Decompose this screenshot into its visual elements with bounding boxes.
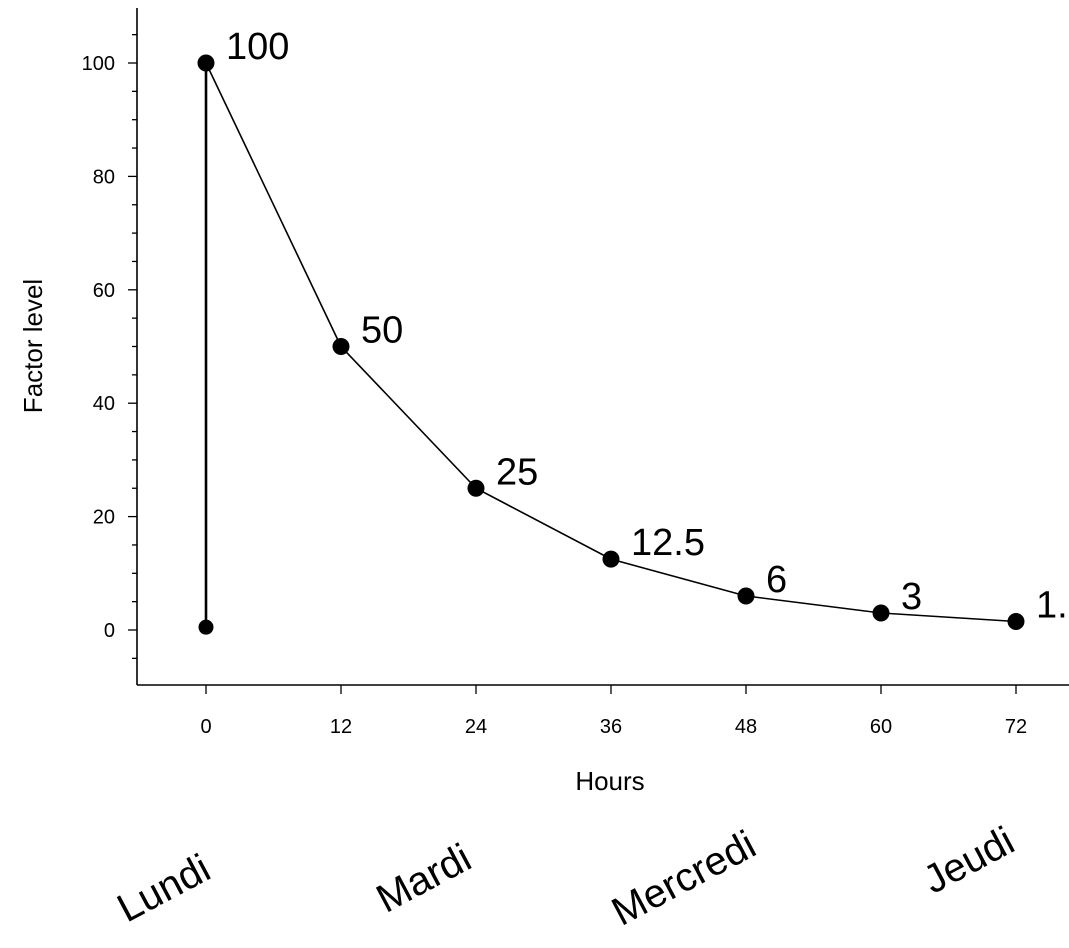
day-labels: Lundi Mardi Mercredi Jeudi [110, 819, 1021, 935]
y-tick-label: 20 [93, 507, 115, 529]
x-tick-label: 12 [330, 716, 352, 738]
data-point [467, 479, 485, 497]
x-axis-ticks: 0 12 24 36 48 60 72 [200, 685, 1027, 738]
data-point [1007, 612, 1025, 630]
y-tick-label: 40 [93, 393, 115, 415]
y-axis-title: Factor level [18, 279, 48, 413]
data-label: 6 [766, 559, 787, 601]
data-label: 12.5 [631, 522, 705, 564]
x-axis-title: Hours [575, 766, 644, 796]
y-tick-label: 80 [93, 166, 115, 188]
series-line [205, 62, 1017, 623]
x-tick-label: 0 [200, 716, 211, 738]
initial-data-point [198, 619, 214, 635]
data-label: 1.5 [1036, 584, 1069, 626]
x-tick-label: 36 [600, 716, 622, 738]
day-label-jeudi: Jeudi [916, 819, 1021, 903]
x-tick-label: 24 [465, 716, 487, 738]
day-label-mercredi: Mercredi [605, 823, 763, 935]
series-group [197, 54, 1025, 635]
data-label: 50 [361, 310, 403, 352]
y-tick-label: 100 [82, 53, 115, 75]
data-point [872, 604, 890, 622]
data-labels: 100 50 25 12.5 6 3 1.5 [226, 26, 1069, 626]
y-axis-ticks: 0 20 40 60 80 100 [82, 34, 137, 659]
data-point [197, 54, 215, 72]
data-label: 100 [226, 26, 289, 68]
data-point [332, 338, 350, 355]
x-tick-label: 60 [870, 716, 892, 738]
data-point [602, 550, 620, 568]
axes [136, 8, 1069, 686]
x-tick-label: 48 [735, 716, 757, 738]
y-tick-label: 60 [93, 280, 115, 302]
day-label-mardi: Mardi [369, 836, 478, 922]
x-tick-label: 72 [1005, 716, 1027, 738]
y-tick-label: 0 [104, 620, 115, 642]
data-point [737, 587, 755, 605]
day-label-lundi: Lundi [110, 846, 217, 931]
data-label: 25 [496, 451, 538, 493]
data-label: 3 [901, 576, 922, 618]
